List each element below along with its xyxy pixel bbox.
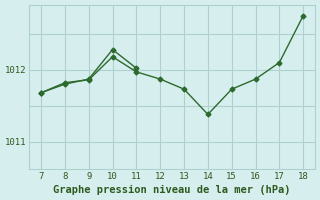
X-axis label: Graphe pression niveau de la mer (hPa): Graphe pression niveau de la mer (hPa) bbox=[53, 185, 291, 195]
